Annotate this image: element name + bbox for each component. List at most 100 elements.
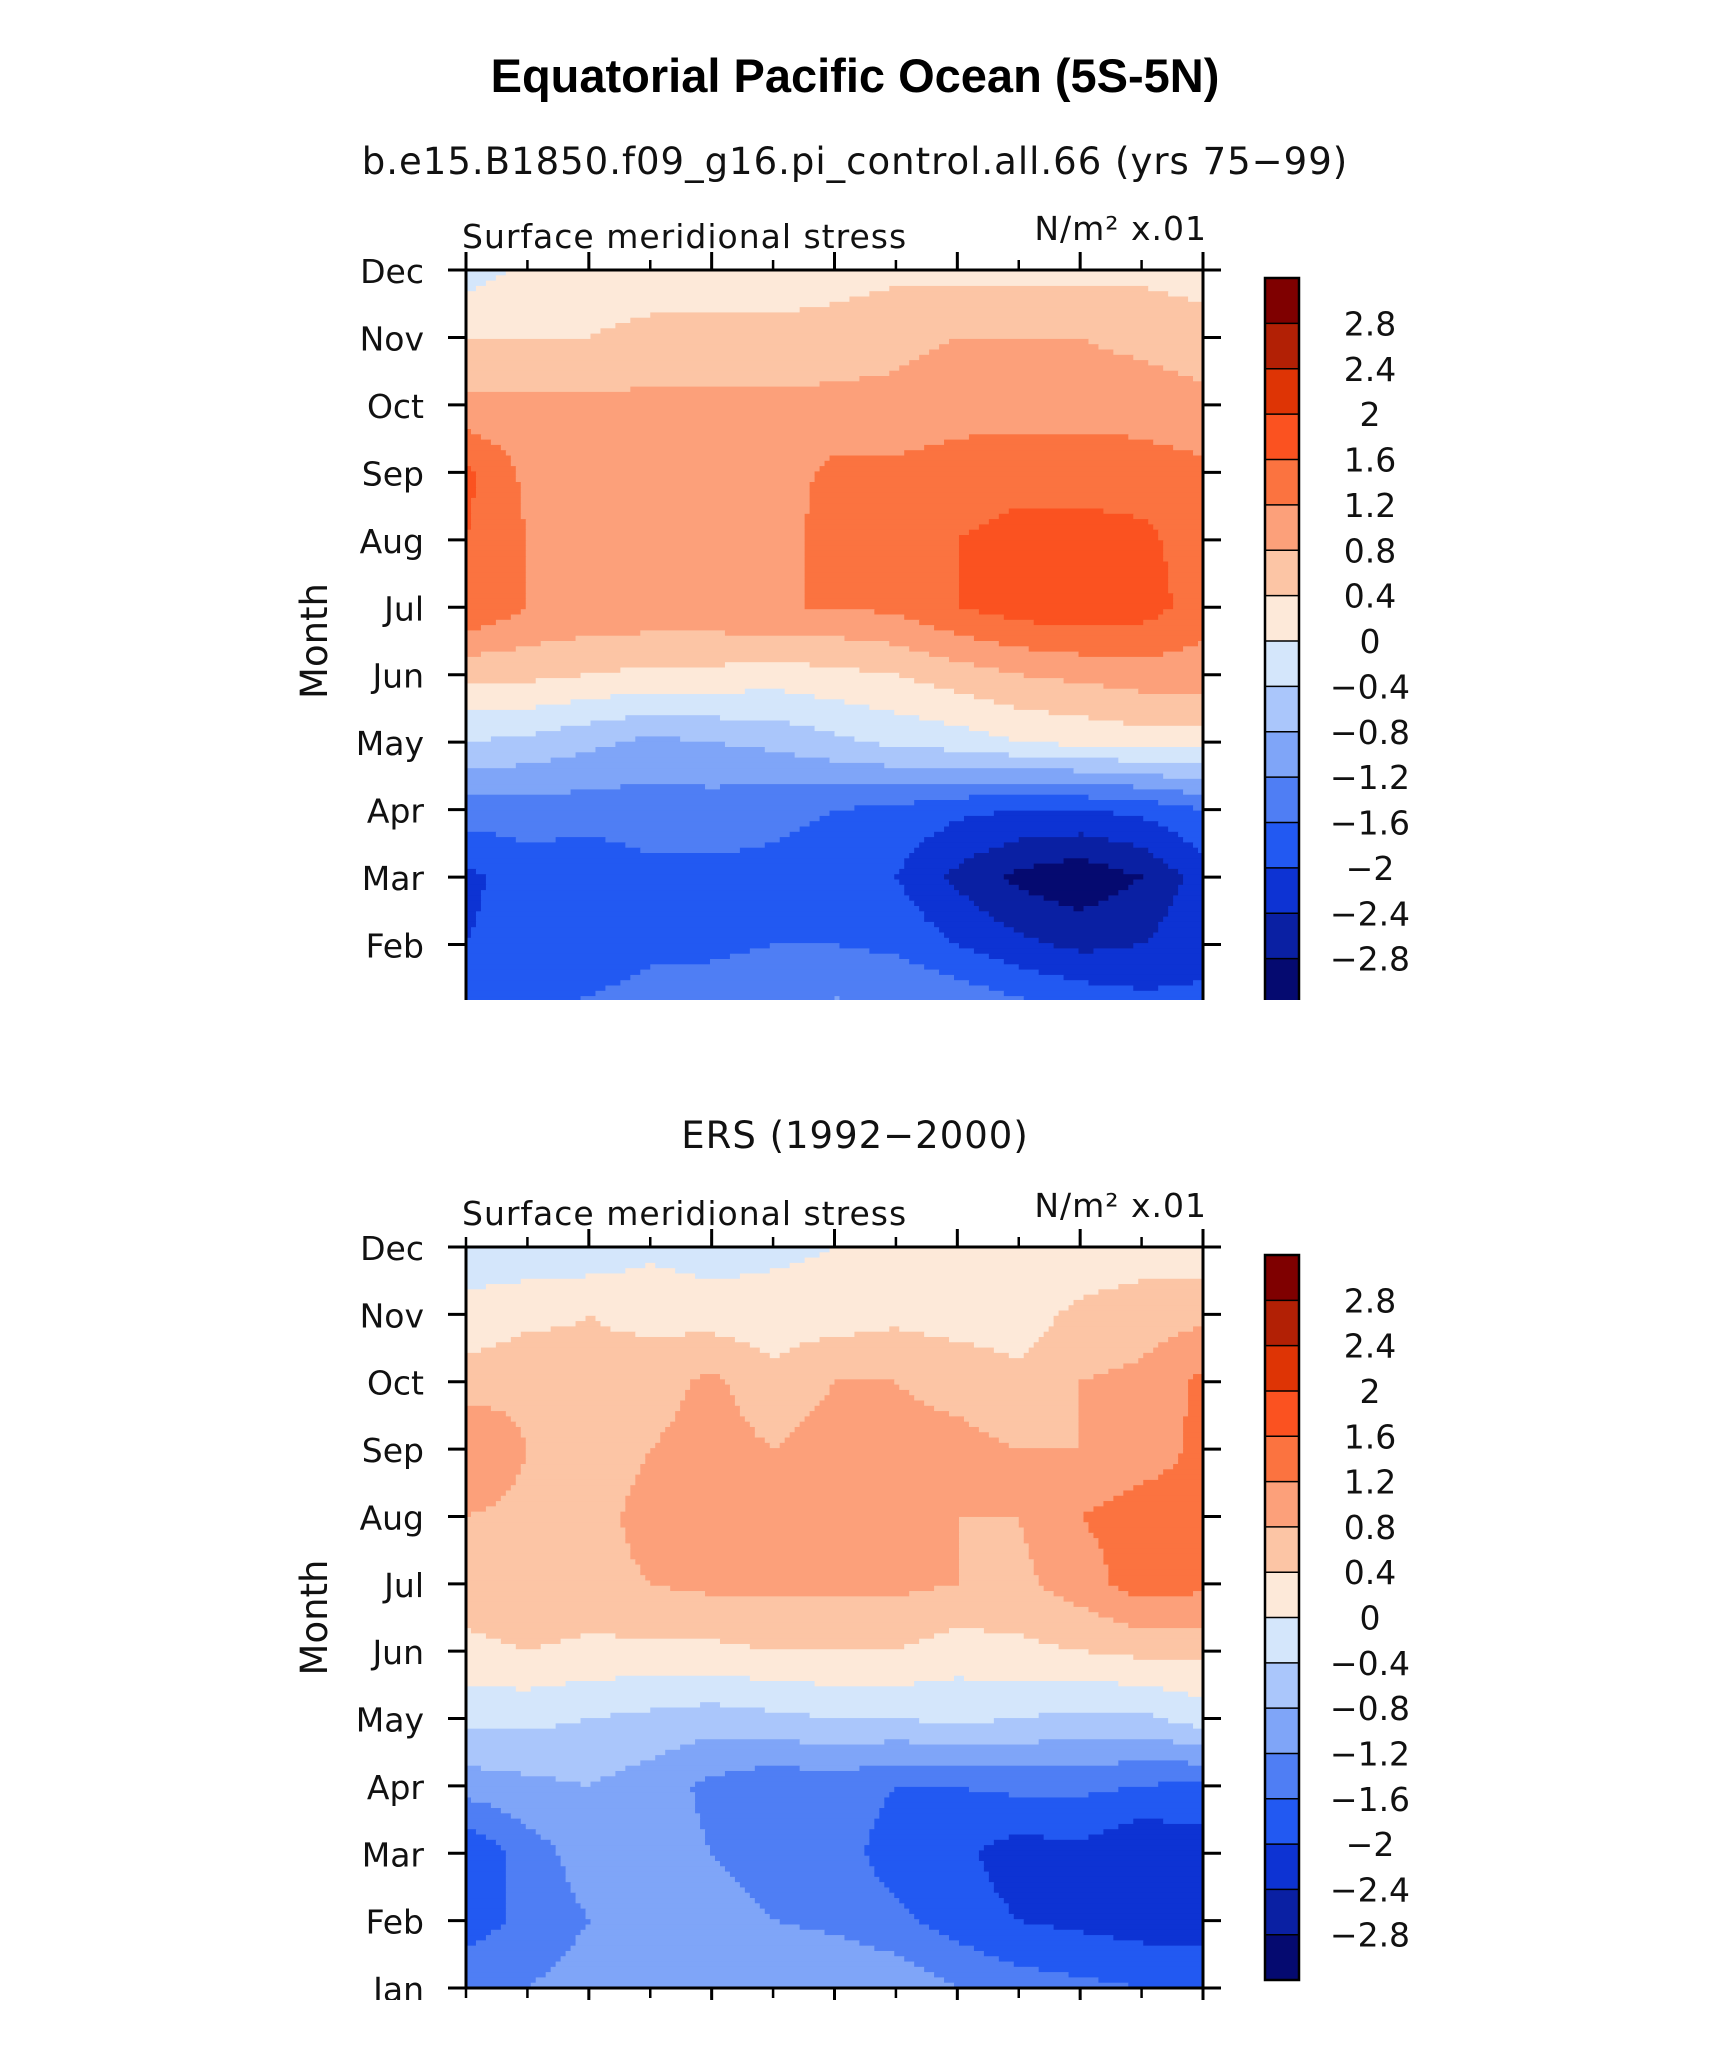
contour-cell <box>1078 651 1164 658</box>
contour-cell <box>1148 847 1199 854</box>
contour-cell <box>620 784 706 790</box>
contour-cell <box>804 545 960 552</box>
contour-cell <box>958 1575 1040 1582</box>
contour-cell <box>466 471 477 478</box>
contour-cell <box>466 535 527 541</box>
contour-cell <box>789 1432 990 1439</box>
contour-cell <box>620 1522 960 1529</box>
y-tick-label: Feb <box>366 1903 424 1942</box>
contour-cell <box>466 344 940 351</box>
contour-cell <box>585 1908 766 1915</box>
contour-cell <box>575 1321 602 1327</box>
contour-cell <box>466 1400 681 1407</box>
contour-cell <box>1018 884 1129 891</box>
contour-cell <box>754 1426 796 1433</box>
contour-cell <box>535 704 870 711</box>
contour-cell <box>466 868 477 875</box>
contour-cell <box>525 1823 701 1830</box>
contour-cell <box>466 1770 522 1777</box>
contour-cell <box>874 1866 985 1873</box>
contour-cell <box>475 492 522 499</box>
contour-cell <box>640 969 940 976</box>
contour-cell <box>520 503 811 510</box>
contour-cell <box>958 577 1169 584</box>
colorbar-label: 0 <box>1360 622 1381 661</box>
contour-cell <box>1133 354 1203 361</box>
contour-cell <box>466 1442 527 1449</box>
contour-cell <box>630 1548 960 1555</box>
contour-cell <box>466 1405 492 1412</box>
contour-cell <box>635 1331 686 1338</box>
contour-cell <box>685 1389 731 1396</box>
contour-cell <box>530 1982 955 1988</box>
contour-cell <box>714 1855 870 1862</box>
contour-cell <box>814 694 975 700</box>
contour-cell <box>988 953 1203 960</box>
contour-cell <box>466 1501 497 1507</box>
contour-cell <box>645 1262 656 1269</box>
contour-cell <box>744 1416 806 1423</box>
contour-cell <box>510 1813 701 1820</box>
contour-cell <box>749 1892 895 1899</box>
y-axis-label: Month <box>293 1560 336 1676</box>
y-tick-label: May <box>356 724 424 763</box>
colorbar-label: −1.6 <box>1330 1780 1410 1819</box>
contour-cell <box>470 1511 621 1518</box>
contour-cell <box>535 678 915 684</box>
figure-title: Equatorial Pacific Ocean (5S-5N) <box>490 49 1220 102</box>
contour-cell <box>809 508 1010 515</box>
contour-cell <box>819 1336 950 1343</box>
contour-cell <box>700 1702 721 1709</box>
contour-cell <box>480 651 930 658</box>
panel-2-plot: JanFebMarAprMayJunJulAugSepOctNovDec170E… <box>293 1186 1410 2000</box>
contour-cell <box>466 821 811 828</box>
contour-cell <box>983 1628 1203 1634</box>
contour-cell <box>1168 911 1203 918</box>
contour-cell <box>466 391 1203 398</box>
contour-cell <box>998 1437 1080 1444</box>
contour-cell <box>909 360 1149 366</box>
contour-cell <box>1128 1591 1194 1597</box>
contour-cell <box>466 529 527 536</box>
contour-cell <box>724 1379 836 1386</box>
contour-cell <box>575 1935 846 1941</box>
contour-cell <box>1088 794 1203 801</box>
contour-cell <box>1198 847 1203 854</box>
contour-cell <box>1158 821 1203 828</box>
contour-cell <box>1063 858 1090 865</box>
panel-1-plot: JanFebMarAprMayJunJulAugSepOctNovDec150E… <box>293 209 1410 1000</box>
contour-cell <box>1103 1548 1203 1555</box>
contour-cell <box>650 1448 1184 1455</box>
contour-cell <box>844 699 995 706</box>
contour-cell <box>466 370 890 377</box>
contour-cell <box>466 460 512 467</box>
contour-cell <box>819 466 1203 472</box>
contour-cell <box>1078 831 1085 838</box>
contour-cell <box>1118 1786 1203 1793</box>
contour-cell <box>998 1956 1203 1963</box>
contour-cell <box>655 1755 1203 1761</box>
contour-cell <box>799 826 945 833</box>
contour-cell <box>1063 678 1203 684</box>
contour-cell <box>958 1940 1144 1947</box>
contour-cell <box>466 1834 487 1841</box>
contour-cell <box>466 1347 482 1354</box>
contour-cell <box>993 1839 1203 1846</box>
contour-cell <box>724 630 955 637</box>
contour-cell <box>695 1273 741 1280</box>
contour-cell <box>814 1405 935 1412</box>
contour-cell <box>939 1929 1085 1936</box>
contour-cell <box>470 524 527 531</box>
contour-cell <box>615 741 726 748</box>
colorbar-label: −2.4 <box>1330 894 1410 933</box>
contour-cell <box>475 1940 577 1947</box>
contour-cell <box>466 1733 1203 1740</box>
contour-cell <box>466 932 472 939</box>
contour-cell <box>675 1411 741 1417</box>
contour-cell <box>505 1882 572 1889</box>
contour-cell <box>724 1866 875 1873</box>
colorbar-swatch <box>1265 1436 1299 1483</box>
colorbar-label: 0.8 <box>1344 531 1396 570</box>
contour-cell <box>1078 1389 1189 1396</box>
contour-cell <box>804 513 1000 520</box>
